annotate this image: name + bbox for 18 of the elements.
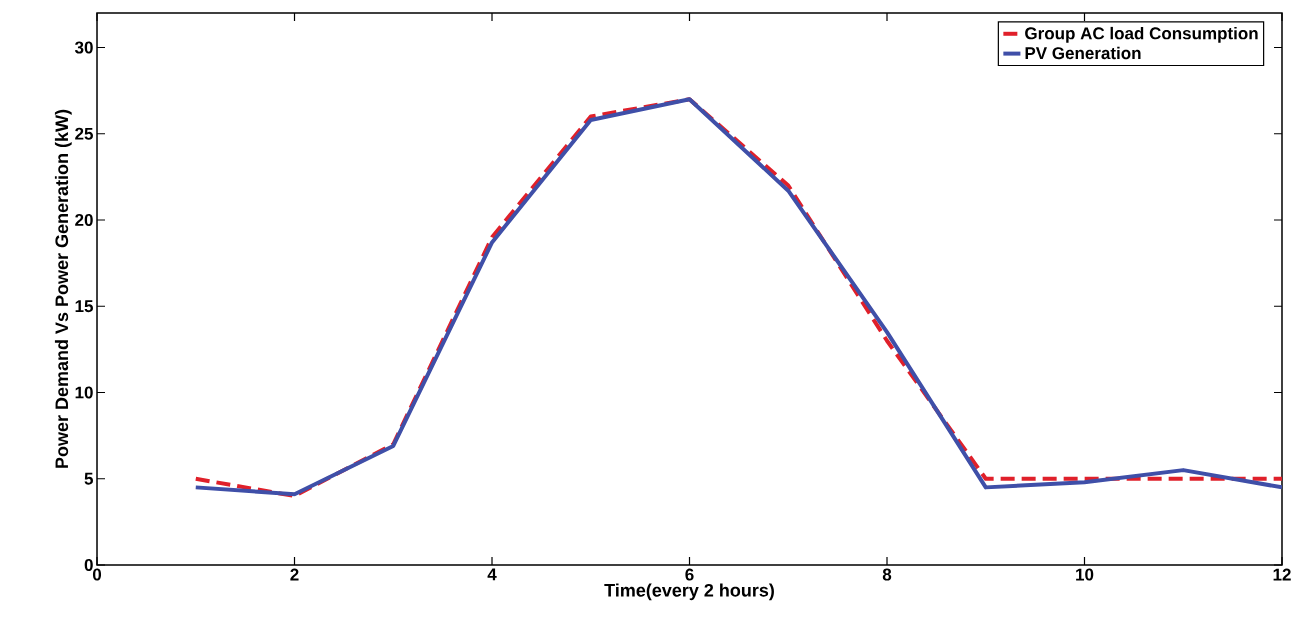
x-tick-label: 2 bbox=[290, 568, 299, 581]
y-tick-label: 20 bbox=[75, 213, 93, 227]
y-tick-label: 10 bbox=[75, 386, 93, 399]
y-tick-label: 15 bbox=[75, 300, 93, 313]
x-tick-label: 0 bbox=[92, 568, 102, 581]
y-tick-label: 25 bbox=[75, 127, 93, 140]
legend-label: Group AC load Consumption bbox=[1025, 26, 1258, 43]
x-tick-label: 12 bbox=[1273, 568, 1291, 581]
y-tick-label: 30 bbox=[74, 41, 93, 54]
x-tick-label: 10 bbox=[1076, 568, 1094, 581]
y-axis-title: Power Demand Vs Power Generation (kW) bbox=[54, 109, 72, 468]
x-tick-label: 8 bbox=[882, 568, 892, 581]
y-tick-label: 5 bbox=[84, 472, 94, 485]
y-tick-label: 0 bbox=[84, 558, 93, 572]
x-axis-title: Time(every 2 hours) bbox=[604, 583, 774, 601]
x-tick-label: 4 bbox=[487, 568, 497, 581]
legend-label: PV Generation bbox=[1025, 46, 1141, 60]
x-tick-label: 6 bbox=[685, 568, 694, 581]
